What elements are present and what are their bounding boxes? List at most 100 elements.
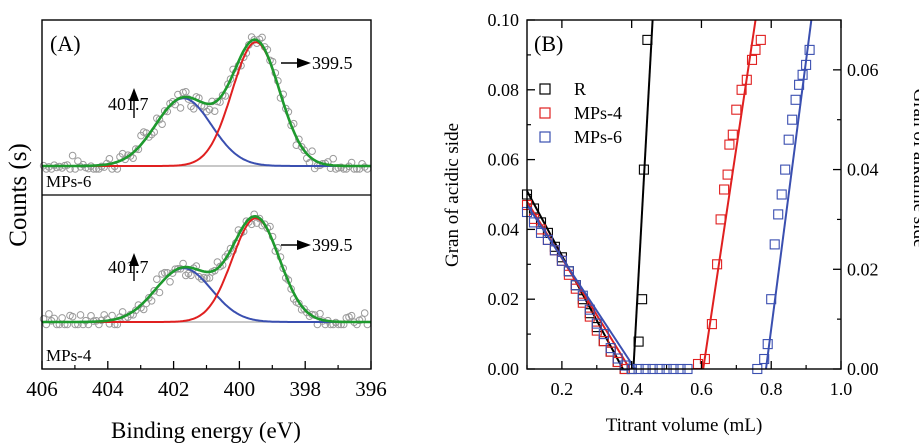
acidic-fit-MPs-6 bbox=[526, 204, 636, 370]
data-point bbox=[189, 105, 198, 113]
x-tick-label: 0.2 bbox=[551, 379, 574, 399]
panel-b-plot-layer bbox=[521, 19, 815, 375]
point-R bbox=[637, 294, 648, 305]
data-point bbox=[210, 107, 219, 115]
data-point bbox=[76, 311, 85, 319]
panel-a-plot-layer bbox=[39, 33, 372, 329]
x-tick-label: 0.8 bbox=[760, 379, 783, 399]
data-point bbox=[182, 88, 190, 96]
bottom-peak-401-arrow-head bbox=[129, 253, 139, 266]
point-MPs-4 bbox=[746, 54, 758, 65]
data-point bbox=[203, 274, 211, 283]
data-point bbox=[160, 268, 169, 277]
y-tick-label: 0.02 bbox=[488, 289, 520, 309]
point-MPs-4 bbox=[731, 104, 742, 115]
point-MPs-6 bbox=[769, 239, 780, 250]
data-point bbox=[166, 278, 174, 286]
data-point bbox=[308, 147, 316, 155]
legend: R MPs-4 MPs-6 bbox=[539, 79, 622, 147]
point-MPs-6 bbox=[776, 189, 787, 200]
panel-a-label: (A) bbox=[50, 31, 81, 56]
fit-envelope bbox=[42, 38, 371, 168]
x-tick-label: 1.0 bbox=[830, 379, 853, 399]
data-point bbox=[258, 33, 266, 42]
point-MPs-6 bbox=[759, 353, 770, 365]
point-MPs-6 bbox=[619, 360, 630, 371]
x-tick-label: 402 bbox=[158, 377, 190, 401]
fit-peak-399.5 bbox=[42, 217, 371, 323]
legend-label-mps6: MPs-6 bbox=[574, 127, 622, 147]
y2-tick-label: 0.00 bbox=[847, 359, 879, 379]
point-MPs-6 bbox=[797, 69, 808, 80]
point-MPs-6 bbox=[591, 318, 602, 329]
point-MPs-4 bbox=[736, 84, 747, 95]
data-point bbox=[150, 287, 158, 295]
point-MPs-4 bbox=[722, 169, 733, 180]
data-point bbox=[118, 308, 127, 316]
data-point bbox=[347, 311, 356, 320]
point-MPs-4 bbox=[719, 184, 730, 195]
alkaline-fit-R bbox=[632, 19, 654, 370]
point-MPs-6 bbox=[762, 339, 773, 350]
y-tick-label: 0.06 bbox=[488, 150, 520, 170]
point-MPs-4 bbox=[712, 259, 723, 270]
data-point bbox=[316, 309, 324, 318]
panel-a-x-axis-label: Binding energy (eV) bbox=[111, 418, 301, 443]
legend-label-r: R bbox=[574, 79, 586, 99]
data-point bbox=[132, 145, 140, 153]
point-MPs-6 bbox=[787, 114, 798, 125]
point-MPs-4 bbox=[715, 214, 726, 225]
top-peak-399-label: 399.5 bbox=[312, 53, 353, 73]
x-tick-label: 396 bbox=[355, 377, 387, 401]
point-MPs-4 bbox=[727, 129, 738, 140]
x-tick-label: 406 bbox=[26, 377, 58, 401]
data-point bbox=[329, 154, 338, 163]
y-tick-label: 0.08 bbox=[488, 80, 520, 100]
y-tick-label: 0.04 bbox=[488, 219, 520, 239]
legend-marker-r bbox=[539, 83, 551, 95]
point-MPs-4 bbox=[724, 139, 735, 150]
data-point bbox=[68, 312, 77, 321]
point-MPs-6 bbox=[773, 209, 784, 220]
point-MPs-6 bbox=[612, 353, 623, 364]
legend-marker-mps4 bbox=[539, 107, 551, 119]
point-MPs-4 bbox=[591, 325, 602, 336]
data-point bbox=[155, 288, 164, 297]
x-tick-label: 0.4 bbox=[620, 379, 643, 399]
panel-b-frame bbox=[526, 19, 842, 370]
data-point bbox=[205, 105, 214, 114]
top-peak-401-arrow-head bbox=[129, 88, 139, 101]
data-point bbox=[187, 271, 195, 280]
data-point bbox=[100, 311, 108, 319]
x-tick-label: 0.6 bbox=[690, 379, 713, 399]
bottom-peak-401-label: 401.7 bbox=[108, 257, 149, 277]
fit-envelope bbox=[42, 214, 371, 324]
point-MPs-4 bbox=[755, 34, 766, 45]
data-point bbox=[147, 297, 156, 305]
data-point bbox=[300, 146, 309, 154]
data-point bbox=[45, 310, 53, 318]
bottom-peak-399-label: 399.5 bbox=[312, 235, 353, 255]
point-MPs-6 bbox=[605, 343, 616, 354]
panel-b-y2-axis-label: Gran of alkaline side bbox=[909, 89, 919, 248]
subplot-bottom-label: MPs-4 bbox=[46, 346, 92, 365]
point-MPs-6 bbox=[783, 134, 794, 145]
legend-marker-mps6 bbox=[539, 131, 551, 143]
subplot-top-label: MPs-6 bbox=[46, 172, 91, 191]
data-point bbox=[360, 309, 369, 317]
y2-tick-label: 0.02 bbox=[847, 259, 879, 279]
x-tick-label: 404 bbox=[92, 377, 124, 401]
point-MPs-6 bbox=[780, 164, 791, 175]
point-MPs-6 bbox=[804, 44, 815, 55]
bottom-peak-399-arrow-head bbox=[297, 240, 311, 250]
top-peak-401-label: 401.7 bbox=[108, 94, 149, 114]
point-MPs-4 bbox=[577, 297, 588, 308]
panel-b-ticks: 0.2 0.4 0.6 0.8 1.00.000.020.040.060.080.100… bbox=[488, 10, 879, 399]
alkaline-fit-MPs-6 bbox=[764, 19, 813, 370]
point-MPs-4 bbox=[598, 336, 609, 347]
data-point bbox=[58, 314, 66, 322]
y-tick-label: 0.00 bbox=[488, 359, 520, 379]
panel-b-x-axis-label: Titrant volume (mL) bbox=[606, 415, 763, 436]
x-tick-label: 398 bbox=[289, 377, 321, 401]
data-point bbox=[187, 102, 195, 111]
